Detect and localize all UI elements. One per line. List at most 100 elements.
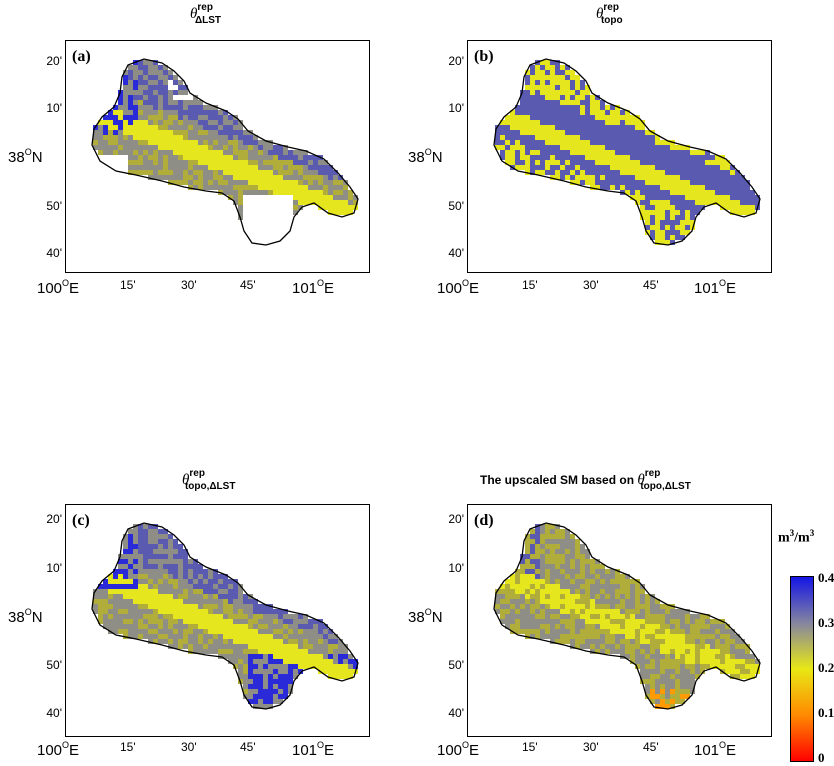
- map-cell: [610, 125, 615, 130]
- map-cell: [298, 659, 303, 664]
- map-cell: [113, 135, 118, 140]
- map-cell: [258, 205, 263, 210]
- map-cell: [298, 205, 303, 210]
- map-cell: [148, 120, 153, 125]
- map-cell: [258, 694, 263, 699]
- map-cell: [133, 155, 138, 160]
- map-cell: [630, 180, 635, 185]
- map-cell: [655, 669, 660, 674]
- map-cell: [615, 619, 620, 624]
- map-cell: [685, 669, 690, 674]
- map-cell: [565, 165, 570, 170]
- map-cell: [720, 624, 725, 629]
- map-cell: [123, 629, 128, 634]
- map-cell: [600, 649, 605, 654]
- map-cell: [158, 135, 163, 140]
- map-cell: [550, 554, 555, 559]
- map-cell: [625, 624, 630, 629]
- map-cell: [248, 699, 253, 704]
- map-cell: [555, 629, 560, 634]
- map-cell: [620, 649, 625, 654]
- map-cell: [560, 100, 565, 105]
- map-cell: [640, 135, 645, 140]
- map-cell: [625, 604, 630, 609]
- map-cell: [323, 185, 328, 190]
- map-cell: [323, 629, 328, 634]
- map-cell: [625, 145, 630, 150]
- map-cell: [243, 594, 248, 599]
- map-cell: [178, 549, 183, 554]
- map-cell: [600, 619, 605, 624]
- map-cell: [590, 110, 595, 115]
- map-cell: [278, 210, 283, 215]
- colorbar-tick: 0.4: [818, 570, 834, 585]
- map-cell: [520, 95, 525, 100]
- map-cell: [153, 140, 158, 145]
- map-cell: [138, 559, 143, 564]
- map-cell: [550, 579, 555, 584]
- map-cell: [133, 170, 138, 175]
- map-cell: [525, 95, 530, 100]
- map-cell: [635, 175, 640, 180]
- map-cell: [163, 589, 168, 594]
- map-cell: [525, 589, 530, 594]
- map-cell: [153, 539, 158, 544]
- map-cell: [153, 579, 158, 584]
- map-cell: [670, 704, 675, 709]
- map-cell: [635, 624, 640, 629]
- map-cell: [328, 644, 333, 649]
- map-cell: [615, 165, 620, 170]
- map-cell: [133, 529, 138, 534]
- map-cell: [660, 170, 665, 175]
- map-cell: [545, 140, 550, 145]
- map-cell: [650, 669, 655, 674]
- map-cell: [605, 624, 610, 629]
- map-cell: [233, 170, 238, 175]
- map-cell: [590, 100, 595, 105]
- map-cell: [313, 190, 318, 195]
- map-cell: [113, 569, 118, 574]
- map-cell: [218, 170, 223, 175]
- map-cell: [193, 584, 198, 589]
- map-cell: [580, 544, 585, 549]
- map-cell: [278, 145, 283, 150]
- map-cell: [253, 639, 258, 644]
- map-cell: [635, 170, 640, 175]
- map-cell: [615, 639, 620, 644]
- map-cell: [168, 95, 173, 100]
- map-cell: [188, 145, 193, 150]
- map-cell: [123, 110, 128, 115]
- map-cell: [600, 609, 605, 614]
- map-cell: [143, 554, 148, 559]
- map-cell: [278, 654, 283, 659]
- map-cell: [600, 175, 605, 180]
- map-cell: [193, 105, 198, 110]
- map-cell: [188, 559, 193, 564]
- map-cell: [535, 65, 540, 70]
- map-cell: [328, 659, 333, 664]
- map-cell: [233, 175, 238, 180]
- x-tick-label: 30': [583, 740, 599, 754]
- map-cell: [555, 614, 560, 619]
- map-cell: [685, 150, 690, 155]
- map-cell: [278, 674, 283, 679]
- map-cell: [283, 175, 288, 180]
- map-cell: [580, 594, 585, 599]
- map-cell: [238, 654, 243, 659]
- map-cell: [620, 639, 625, 644]
- map-cell: [660, 649, 665, 654]
- map-cell: [650, 180, 655, 185]
- map-frame: [467, 504, 772, 737]
- map-cell: [158, 150, 163, 155]
- map-cell: [600, 584, 605, 589]
- map-cell: [328, 210, 333, 215]
- map-cell: [550, 145, 555, 150]
- map-cell: [198, 629, 203, 634]
- map-cell: [635, 200, 640, 205]
- map-cell: [258, 649, 263, 654]
- map-cell: [550, 639, 555, 644]
- map-cell: [510, 150, 515, 155]
- map-cell: [500, 145, 505, 150]
- map-cell: [510, 579, 515, 584]
- map-cell: [173, 624, 178, 629]
